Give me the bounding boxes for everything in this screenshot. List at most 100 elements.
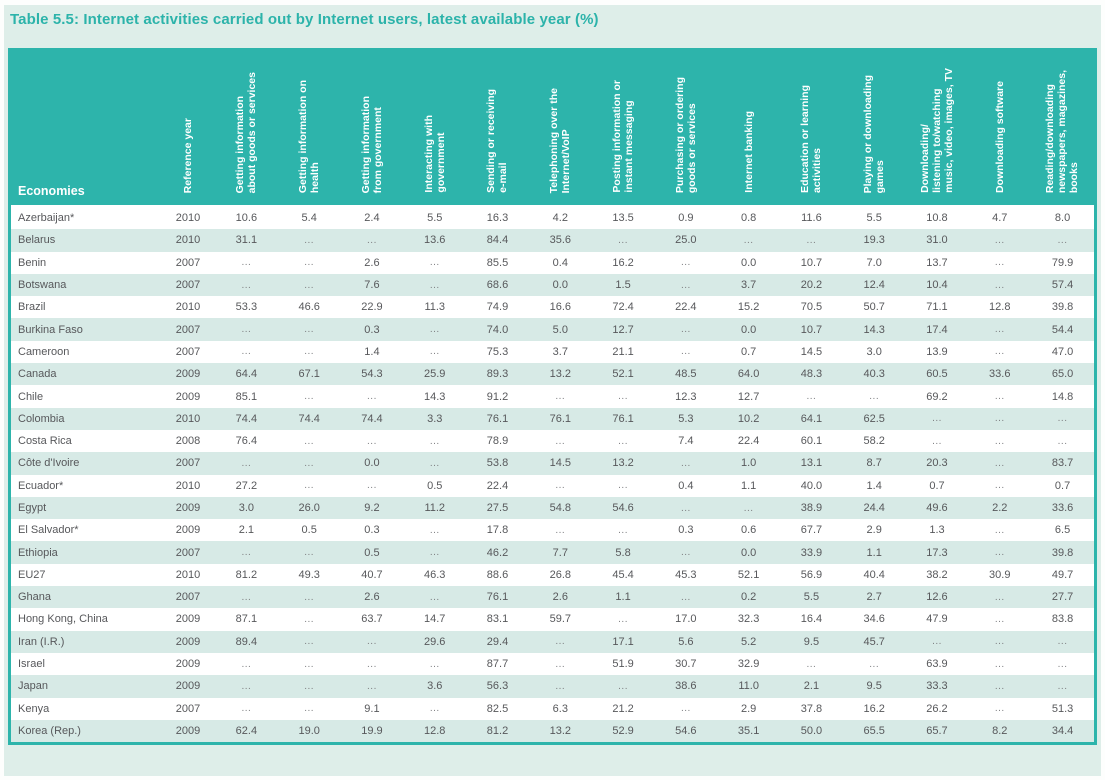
- value-cell: ...: [994, 680, 1005, 692]
- value-cell: 35.1: [737, 724, 760, 737]
- column-header: Reading/downloading newspapers, magazine…: [1031, 51, 1094, 206]
- value-cell: ...: [1057, 435, 1068, 447]
- value-cell: 2.1: [238, 524, 255, 537]
- column-header-label: Reference year: [181, 117, 194, 193]
- value-cell: 12.8: [424, 724, 446, 737]
- table-header: Economies Reference year Getting informati…: [11, 51, 1094, 206]
- value-cell: ...: [1057, 234, 1068, 246]
- value-cell: 17.4: [926, 323, 948, 336]
- value-cell: ...: [429, 324, 440, 336]
- value-cell: 49.7: [1051, 568, 1074, 581]
- value-cell: 5.2: [740, 635, 757, 648]
- value-cell: ...: [618, 613, 628, 625]
- column-header-label: Reading/downloading newspapers, magazine…: [1044, 69, 1081, 193]
- value-cell: ...: [743, 502, 754, 514]
- value-cell: ...: [680, 279, 691, 291]
- table-row: Colombia 2010 74.4 74.4 74.4 3.3 76.1 76.1 76.1 5…: [11, 407, 1094, 430]
- value-cell: 65.7: [926, 724, 948, 737]
- value-cell: ...: [994, 524, 1005, 536]
- value-cell: 22.4: [737, 435, 760, 448]
- value-cell: ...: [680, 324, 691, 336]
- value-cell: ...: [932, 636, 942, 648]
- value-cell: 11.6: [780, 204, 843, 230]
- value-cell: 0.6: [740, 524, 757, 537]
- value-cell: 22.4: [675, 301, 697, 314]
- table-row: El Salvador* 2009 2.1 0.5 0.3... 17.8...... 0.…: [11, 519, 1094, 542]
- value-cell: 82.5: [486, 702, 509, 715]
- value-cell: 83.7: [1051, 457, 1074, 470]
- value-cell: 2.4: [340, 204, 404, 230]
- value-cell: ...: [555, 480, 566, 492]
- column-header-label: Telephoning over the Internet/VoIP: [548, 87, 573, 193]
- value-cell: 27.7: [1051, 591, 1074, 604]
- value-cell: 0.3: [364, 323, 380, 336]
- value-cell: ...: [994, 257, 1005, 269]
- value-cell: ...: [304, 703, 315, 715]
- value-cell: 59.7: [549, 613, 571, 626]
- economy-cell: Burkina Faso: [18, 323, 83, 336]
- value-cell: 74.0: [486, 323, 509, 336]
- value-cell: 39.8: [1051, 546, 1074, 559]
- value-cell: ...: [304, 680, 315, 692]
- value-cell: 9.5: [866, 680, 882, 693]
- value-cell: 52.1: [612, 368, 634, 381]
- value-cell: 40.3: [863, 368, 885, 381]
- value-cell: 14.5: [800, 345, 823, 358]
- value-cell: 54.3: [361, 368, 383, 381]
- year-cell: 2009: [175, 502, 201, 514]
- value-cell: ...: [241, 547, 252, 559]
- year-cell: 2010: [175, 234, 201, 247]
- value-cell: ...: [555, 658, 566, 670]
- value-cell: 54.6: [675, 724, 697, 737]
- value-cell: 53.8: [486, 457, 509, 470]
- value-cell: 11.0: [738, 680, 759, 693]
- value-cell: ...: [304, 613, 315, 625]
- value-cell: 3.3: [427, 412, 443, 425]
- column-header-label: Sending or receiving e-mail: [485, 89, 510, 193]
- value-cell: 64.1: [800, 412, 823, 425]
- value-cell: 74.4: [361, 412, 383, 425]
- value-cell: 76.1: [612, 412, 634, 425]
- value-cell: 88.6: [486, 568, 509, 581]
- value-cell: ...: [994, 703, 1005, 715]
- value-cell: 17.3: [926, 546, 948, 559]
- column-header: Getting information on health: [277, 51, 341, 206]
- value-cell: ...: [994, 324, 1005, 336]
- value-cell: ...: [304, 636, 315, 648]
- value-cell: 87.7: [486, 658, 509, 671]
- economy-cell: Ecuador*: [18, 479, 64, 492]
- table-row: Chile 2009 85.1...... 14.3 91.2...... 12.3 12.…: [11, 385, 1094, 408]
- value-cell: ...: [680, 346, 691, 358]
- value-cell: ...: [994, 413, 1005, 425]
- year-cell: 2007: [175, 591, 201, 604]
- value-cell: ...: [241, 658, 252, 670]
- value-cell: ...: [994, 480, 1005, 492]
- value-cell: ...: [994, 613, 1005, 625]
- value-cell: 5.4: [277, 204, 341, 230]
- economy-cell: Colombia: [18, 412, 65, 425]
- year-cell: 2010: [175, 301, 201, 314]
- value-cell: 60.5: [926, 368, 948, 381]
- economy-cell: Kenya: [18, 702, 50, 715]
- value-cell: 76.1: [486, 591, 509, 604]
- value-cell: 47.9: [926, 613, 948, 626]
- economy-cell: Egypt: [18, 502, 47, 514]
- value-cell: 51.3: [1051, 702, 1074, 715]
- value-cell: 30.9: [989, 568, 1011, 581]
- value-cell: ...: [869, 658, 880, 670]
- value-cell: 81.2: [486, 724, 509, 737]
- value-cell: ...: [367, 480, 377, 492]
- value-cell: 12.7: [612, 323, 634, 336]
- value-cell: ...: [806, 391, 817, 403]
- value-cell: ...: [304, 346, 315, 358]
- value-cell: 2.2: [992, 502, 1008, 514]
- value-cell: ...: [555, 680, 566, 692]
- value-cell: 62.4: [235, 724, 258, 737]
- column-header: Reference year: [161, 51, 215, 206]
- value-cell: 0.0: [364, 457, 380, 470]
- value-cell: 1.0: [740, 457, 757, 470]
- value-cell: 39.8: [1051, 301, 1074, 314]
- year-cell: 2009: [175, 635, 201, 648]
- value-cell: 79.9: [1051, 256, 1074, 269]
- value-cell: 68.6: [486, 279, 509, 292]
